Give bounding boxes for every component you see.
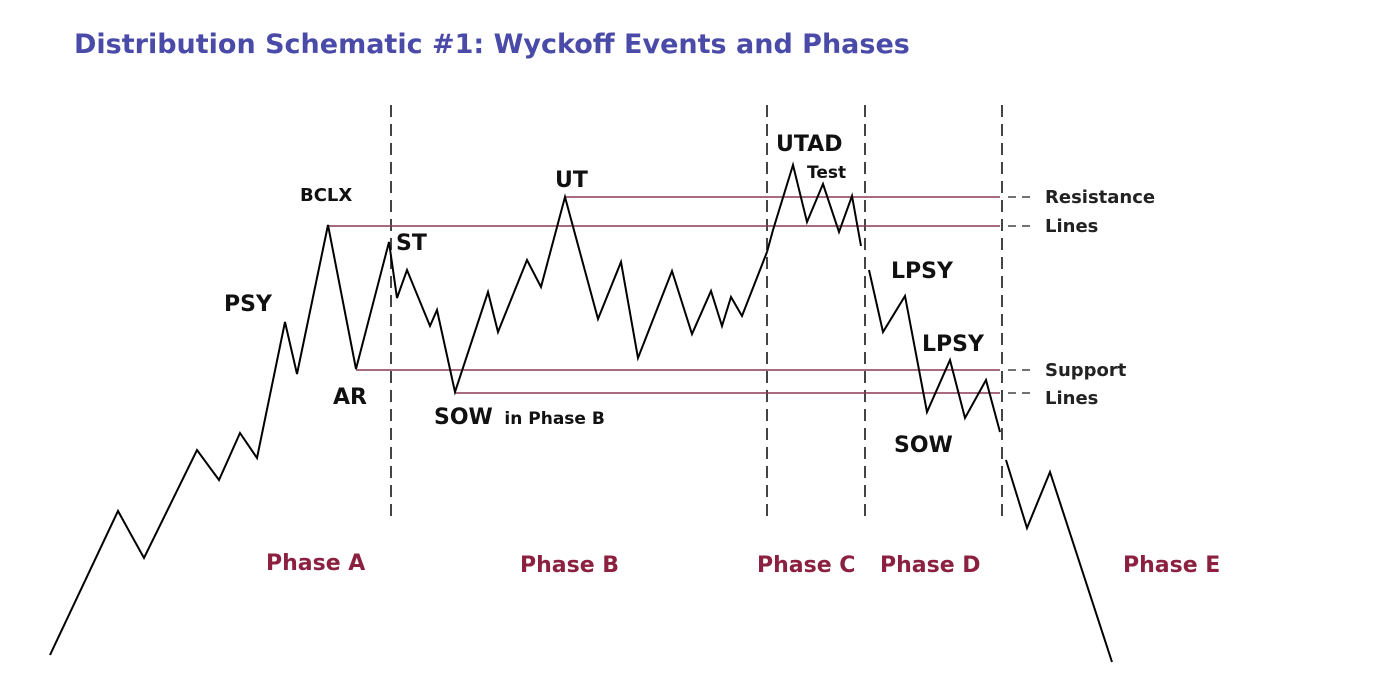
- label-sow-phase-b-main: SOW: [434, 405, 493, 430]
- phase-label-d: Phase D: [880, 553, 981, 578]
- resistance-label-line2: Lines: [1045, 216, 1098, 237]
- support-label-line1: Support: [1045, 360, 1127, 381]
- label-ut: UT: [555, 168, 588, 193]
- label-sow: SOW: [894, 433, 953, 458]
- support-label-line2: Lines: [1045, 388, 1098, 409]
- side-labels: Resistance Lines Support Lines: [1045, 187, 1155, 409]
- price-path-phase-e: [1005, 459, 1113, 663]
- label-sow-phase-b: SOW in Phase B: [434, 405, 605, 430]
- phase-label-c: Phase C: [757, 553, 855, 578]
- phase-label-a: Phase A: [266, 551, 365, 576]
- phase-labels: Phase A Phase B Phase C Phase D Phase E: [266, 551, 1220, 578]
- label-lpsy-1: LPSY: [891, 259, 954, 284]
- price-path-upthrust: [766, 161, 862, 253]
- label-psy: PSY: [224, 292, 273, 317]
- label-test: Test: [807, 163, 846, 183]
- price-path-markup: [49, 193, 768, 656]
- level-line-ticks: [1008, 196, 1030, 394]
- label-bclx: BCLX: [300, 185, 352, 206]
- label-lpsy-2: LPSY: [922, 332, 985, 357]
- label-ar: AR: [333, 385, 367, 410]
- label-sow-phase-b-suffix: in Phase B: [504, 409, 604, 429]
- level-lines: [328, 196, 1000, 394]
- price-path-markdown: [868, 269, 1001, 433]
- label-st: ST: [396, 231, 427, 256]
- event-labels: PSY BCLX AR ST SOW in Phase B UT UTAD Te…: [224, 132, 985, 458]
- phase-label-b: Phase B: [520, 553, 619, 578]
- phase-dividers: [390, 105, 1003, 520]
- resistance-label-line1: Resistance: [1045, 187, 1155, 208]
- label-utad: UTAD: [776, 132, 842, 157]
- price-path-group: [49, 161, 1113, 663]
- diagram-title: Distribution Schematic #1: Wyckoff Event…: [74, 29, 910, 60]
- phase-label-e: Phase E: [1123, 553, 1220, 578]
